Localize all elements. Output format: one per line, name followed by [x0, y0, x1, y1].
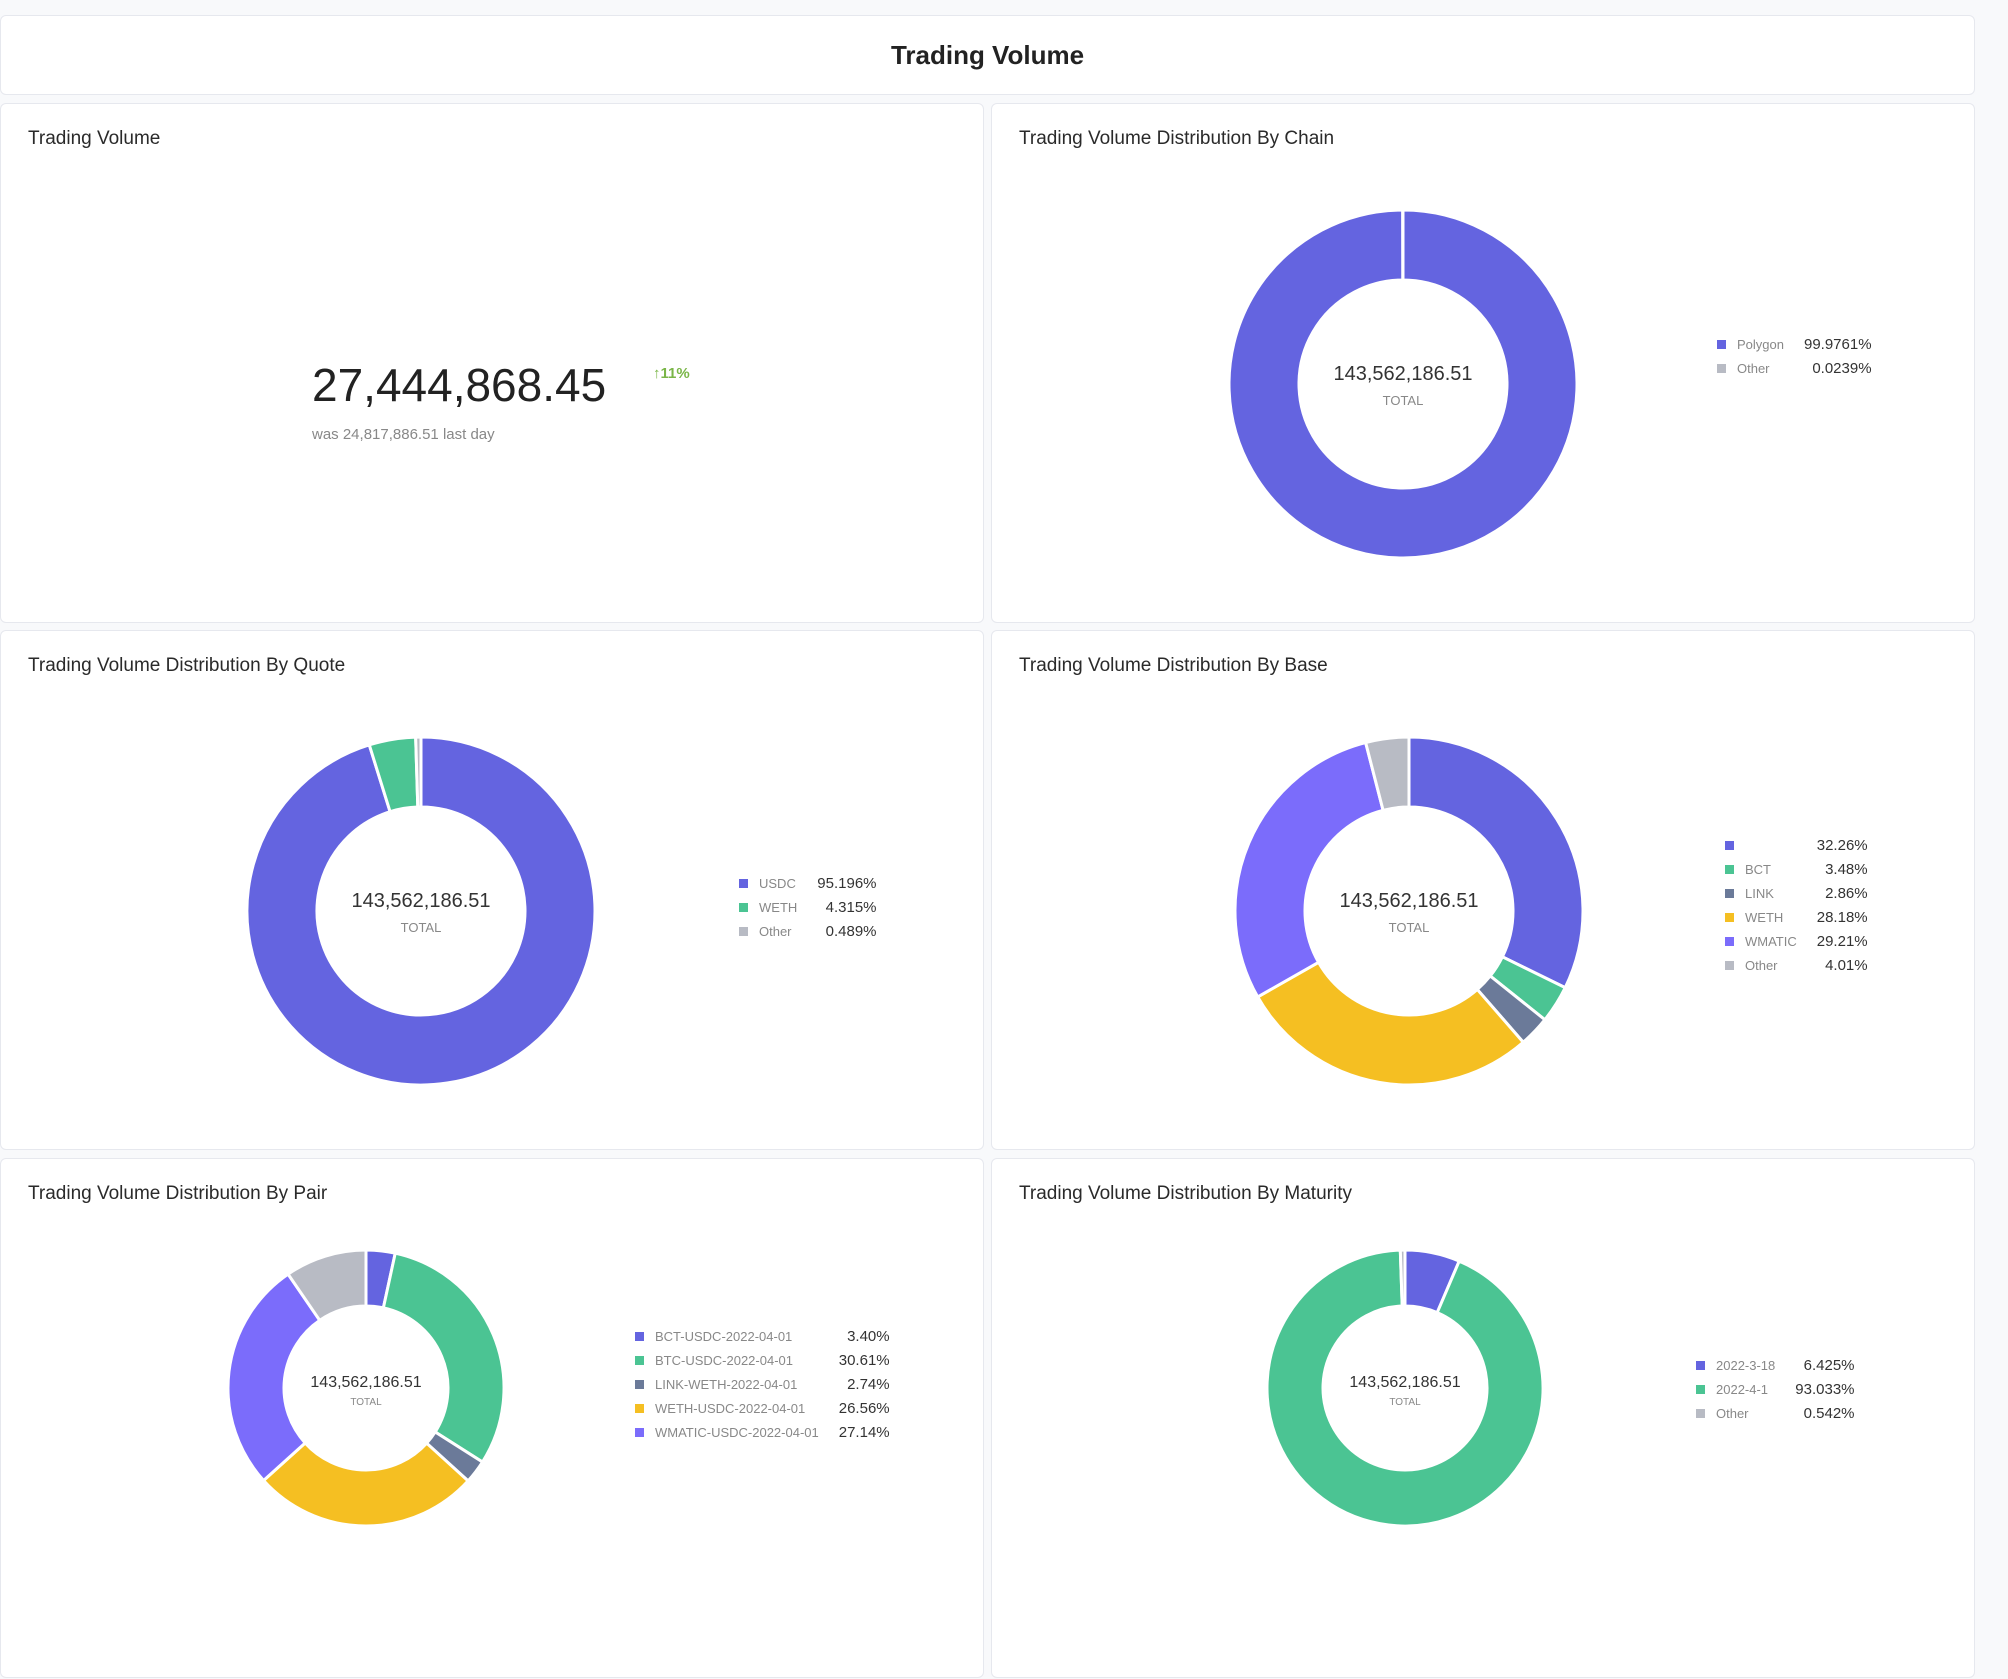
legend-swatch: [1725, 913, 1734, 922]
legend-value: 28.18%: [1817, 909, 1868, 926]
legend-value: 6.425%: [1795, 1357, 1854, 1374]
legend-swatch: [739, 927, 748, 936]
legend-swatch: [635, 1332, 644, 1341]
donut-slice-wmatic[interactable]: [1235, 742, 1383, 996]
legend-label[interactable]: Other: [1737, 361, 1798, 376]
chart-legend: 32.26% BCT 3.48% LINK 2.86% WETH 28.18% WMATIC 2…: [1725, 837, 1868, 974]
legend-value: 95.196%: [817, 875, 876, 892]
donut-slice-weth-usdc-2022-04-01[interactable]: [264, 1443, 468, 1526]
arrow-up-icon: ↑: [653, 365, 661, 382]
legend-swatch: [739, 879, 748, 888]
total-value: 143,562,186.51: [1349, 1374, 1460, 1391]
legend-swatch: [1725, 865, 1734, 874]
legend-swatch: [1717, 340, 1726, 349]
legend-swatch: [1725, 841, 1734, 850]
legend-label[interactable]: 2022-3-18: [1716, 1358, 1789, 1373]
legend-label[interactable]: USDC: [759, 876, 811, 891]
legend-label[interactable]: BCT-USDC-2022-04-01: [655, 1329, 833, 1344]
legend-value: 0.489%: [817, 923, 876, 940]
total-label: TOTAL: [1389, 920, 1430, 935]
legend-label[interactable]: WMATIC: [1745, 934, 1811, 949]
donut-slice-btc-usdc-2022-04-01[interactable]: [383, 1253, 504, 1462]
trading-volume-card: Trading Volume 27,444,868.45 ↑11% was 24…: [0, 103, 984, 623]
legend-value: 32.26%: [1817, 837, 1868, 854]
legend-label[interactable]: LINK-WETH-2022-04-01: [655, 1377, 833, 1392]
legend-value: 29.21%: [1817, 933, 1868, 950]
chart-legend: 2022-3-18 6.425% 2022-4-1 93.033% Other 0.542…: [1696, 1357, 1855, 1422]
legend-value: 4.01%: [1817, 957, 1868, 974]
legend-label[interactable]: WMATIC-USDC-2022-04-01: [655, 1425, 833, 1440]
legend-swatch: [1696, 1385, 1705, 1394]
legend-value: 26.56%: [839, 1400, 890, 1417]
legend-swatch: [1725, 961, 1734, 970]
legend-swatch: [1725, 937, 1734, 946]
chart-legend: BCT-USDC-2022-04-01 3.40% BTC-USDC-2022-04…: [635, 1328, 890, 1441]
legend-value: 3.48%: [1817, 861, 1868, 878]
legend-value: 99.9761%: [1804, 336, 1872, 353]
legend-swatch: [1725, 889, 1734, 898]
total-label: TOTAL: [401, 920, 442, 935]
total-value: 143,562,186.51: [1333, 363, 1472, 385]
total-label: TOTAL: [350, 1397, 382, 1408]
legend-value: 2.74%: [839, 1376, 890, 1393]
legend-value: 30.61%: [839, 1352, 890, 1369]
legend-label[interactable]: Other: [759, 924, 811, 939]
volume-delta: ↑11%: [653, 365, 690, 383]
legend-swatch: [635, 1428, 644, 1437]
legend-value: 4.315%: [817, 899, 876, 916]
legend-value: 0.542%: [1795, 1405, 1854, 1422]
legend-swatch: [1717, 364, 1726, 373]
legend-value: 27.14%: [839, 1424, 890, 1441]
card-title: Trading Volume: [28, 128, 160, 150]
legend-swatch: [739, 903, 748, 912]
legend-label[interactable]: WETH: [759, 900, 811, 915]
legend-swatch: [1696, 1361, 1705, 1370]
total-value: 143,562,186.51: [351, 890, 490, 912]
volume-value: 27,444,868.45: [312, 358, 606, 412]
total-value: 143,562,186.51: [310, 1374, 421, 1391]
legend-label[interactable]: LINK: [1745, 886, 1811, 901]
legend-value: 93.033%: [1795, 1381, 1854, 1398]
legend-swatch: [635, 1356, 644, 1365]
legend-label[interactable]: Other: [1716, 1406, 1789, 1421]
legend-label[interactable]: BTC-USDC-2022-04-01: [655, 1353, 833, 1368]
donut-slice-unlabeled[interactable]: [1409, 737, 1583, 988]
previous-volume: was 24,817,886.51 last day: [312, 426, 495, 444]
chart-legend: Polygon 99.9761% Other 0.0239%: [1717, 336, 1872, 377]
total-label: TOTAL: [1383, 393, 1424, 408]
legend-value: 3.40%: [839, 1328, 890, 1345]
legend-swatch: [635, 1404, 644, 1413]
legend-value: 0.0239%: [1804, 360, 1872, 377]
donut-slice-weth[interactable]: [1258, 962, 1524, 1085]
total-label: TOTAL: [1389, 1397, 1421, 1408]
legend-label[interactable]: Polygon: [1737, 337, 1798, 352]
legend-label[interactable]: WETH-USDC-2022-04-01: [655, 1401, 833, 1416]
legend-swatch: [1696, 1409, 1705, 1418]
page-title: Trading Volume: [891, 40, 1084, 71]
page-header: Trading Volume: [0, 15, 1975, 95]
legend-label[interactable]: BCT: [1745, 862, 1811, 877]
legend-label[interactable]: Other: [1745, 958, 1811, 973]
legend-swatch: [635, 1380, 644, 1389]
donut-slice-other[interactable]: [416, 737, 421, 807]
legend-label[interactable]: 2022-4-1: [1716, 1382, 1789, 1397]
chart-legend: USDC 95.196% WETH 4.315% Other 0.489%: [739, 875, 877, 940]
legend-value: 2.86%: [1817, 885, 1868, 902]
total-value: 143,562,186.51: [1339, 890, 1478, 912]
donut-slice-other[interactable]: [1400, 1250, 1405, 1306]
legend-label[interactable]: WETH: [1745, 910, 1811, 925]
